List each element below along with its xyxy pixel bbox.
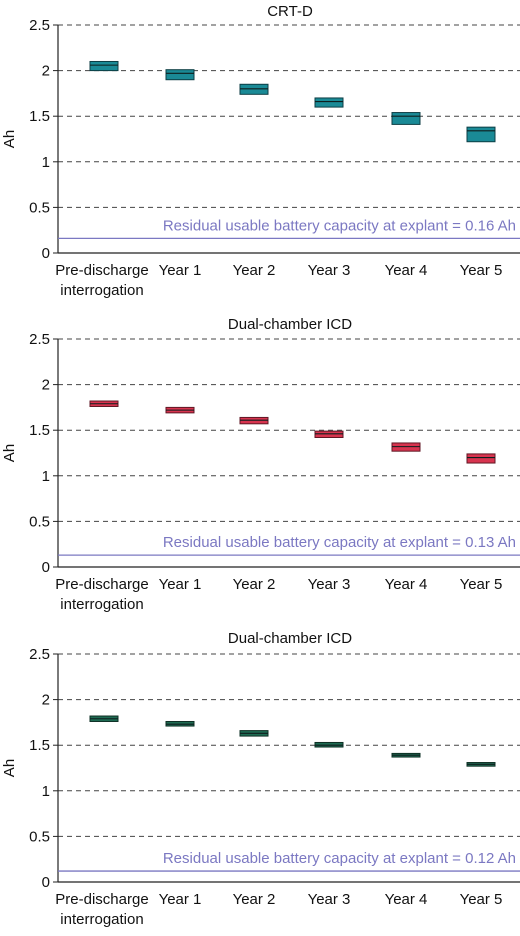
chart-panel-3: Dual-chamber ICD Ah 0 0.5 1 1.5 2 2.5 Residual u…: [1, 630, 520, 928]
y-tick-label: 0.5: [29, 828, 50, 845]
reference-label: Residual usable battery capacity at expl…: [163, 534, 516, 551]
y-tick-label: 0: [42, 245, 50, 262]
chart-panel-1: CRT-D Ah 0 0.5 1 1.5 2 2.5 Residual usable batte…: [1, 3, 520, 299]
x-tick-label: Pre-discharge: [55, 262, 148, 279]
data-box: [314, 97, 344, 108]
y-tick-label: 2.5: [29, 17, 50, 34]
x-tick-label: Year 4: [385, 576, 428, 593]
y-tick-label: 0.5: [29, 199, 50, 216]
chart-panel-2: Dual-chamber ICD Ah 0 0.5 1 1.5 2 2.5 Residual u…: [1, 316, 520, 613]
x-tick-label: Year 2: [233, 262, 276, 279]
y-tick-label: 0: [42, 874, 50, 891]
data-box: [165, 69, 195, 81]
x-tick-label: Year 4: [385, 891, 428, 908]
x-tick-label: Year 2: [233, 891, 276, 908]
y-axis-label: Ah: [1, 759, 18, 777]
x-tick-label: Year 4: [385, 262, 428, 279]
chart-title: Dual-chamber ICD: [228, 316, 352, 333]
reference-label: Residual usable battery capacity at expl…: [163, 217, 516, 234]
x-tick-label: Year 1: [159, 576, 202, 593]
y-tick-label: 2: [42, 63, 50, 80]
chart-title: CRT-D: [267, 3, 313, 20]
y-axis-label: Ah: [1, 130, 18, 148]
data-box: [466, 453, 496, 464]
x-tick-label: Year 3: [308, 576, 351, 593]
y-tick-label: 1.5: [29, 737, 50, 754]
x-tick-label: interrogation: [60, 911, 143, 928]
y-tick-label: 1.5: [29, 108, 50, 125]
y-tick-label: 1.5: [29, 422, 50, 439]
data-box: [466, 126, 496, 143]
reference-label: Residual usable battery capacity at expl…: [163, 850, 516, 867]
y-tick-label: 2: [42, 692, 50, 709]
y-tick-label: 2: [42, 377, 50, 394]
y-tick-label: 1: [42, 468, 50, 485]
y-tick-label: 0.5: [29, 513, 50, 530]
x-tick-label: Year 5: [460, 262, 503, 279]
x-tick-label: Pre-discharge: [55, 576, 148, 593]
data-box: [391, 112, 421, 125]
x-tick-label: interrogation: [60, 282, 143, 299]
x-tick-label: Year 5: [460, 576, 503, 593]
y-tick-label: 2.5: [29, 331, 50, 348]
x-tick-label: Year 3: [308, 262, 351, 279]
x-tick-label: Year 3: [308, 891, 351, 908]
y-tick-label: 0: [42, 559, 50, 576]
y-tick-label: 1: [42, 154, 50, 171]
x-tick-label: Pre-discharge: [55, 891, 148, 908]
y-axis-label: Ah: [1, 444, 18, 462]
x-tick-label: interrogation: [60, 596, 143, 613]
x-tick-label: Year 1: [159, 891, 202, 908]
data-box: [89, 60, 119, 72]
chart-title: Dual-chamber ICD: [228, 630, 352, 647]
x-tick-label: Year 2: [233, 576, 276, 593]
x-tick-label: Year 1: [159, 262, 202, 279]
y-tick-label: 1: [42, 783, 50, 800]
y-tick-label: 2.5: [29, 646, 50, 663]
x-tick-label: Year 5: [460, 891, 503, 908]
